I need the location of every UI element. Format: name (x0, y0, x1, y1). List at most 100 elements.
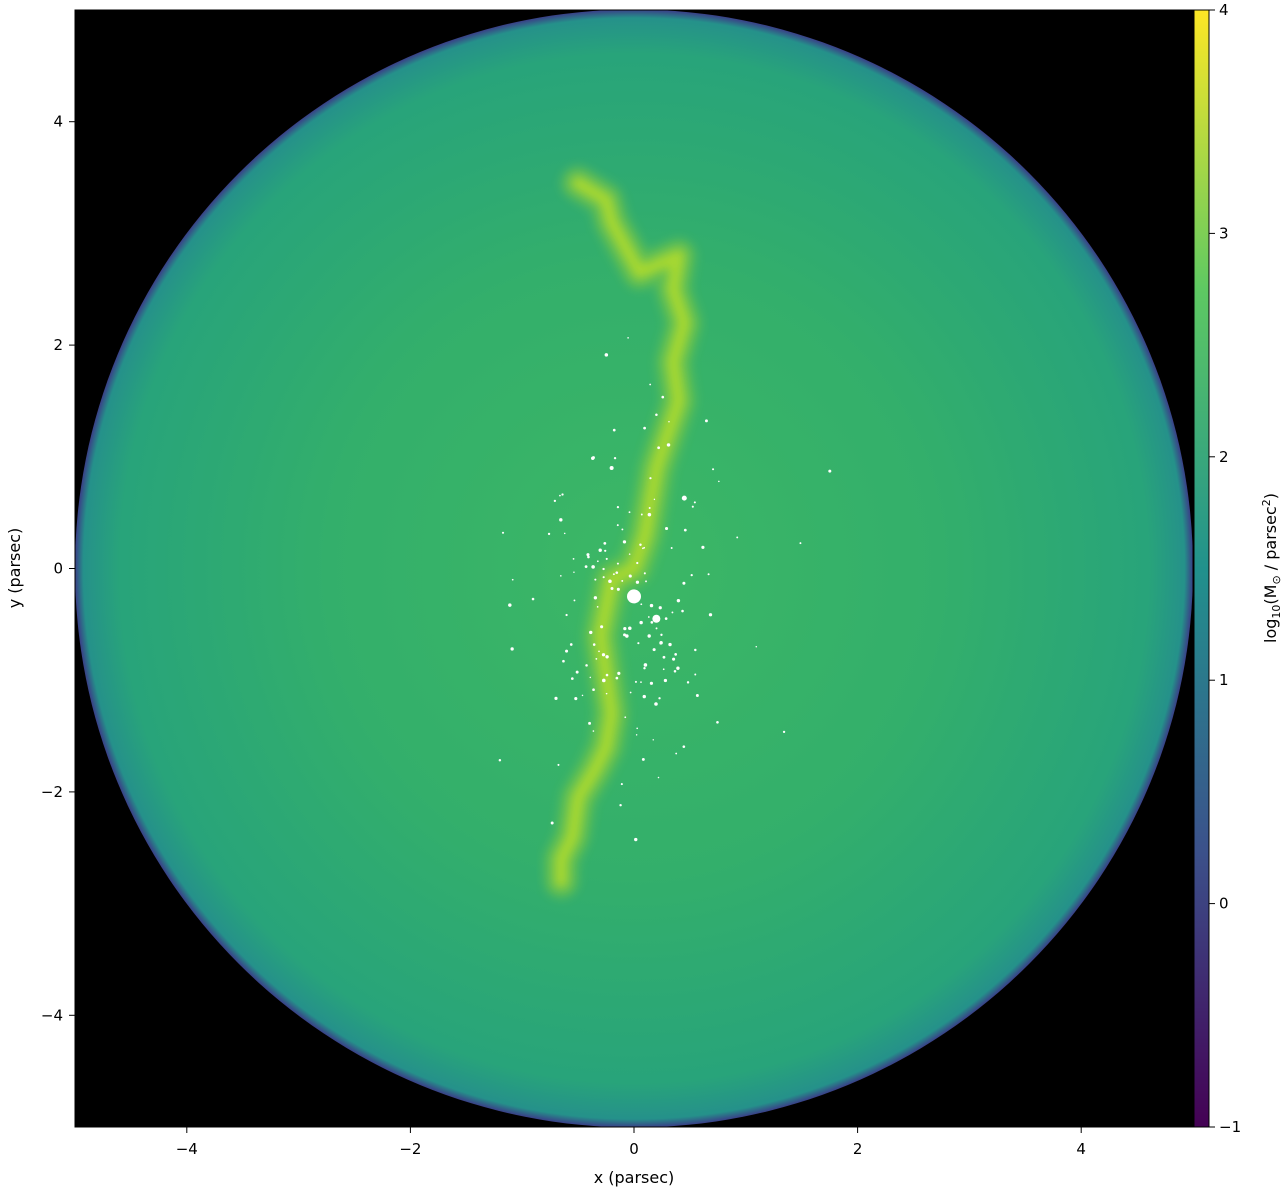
sink-particle (664, 526, 669, 531)
sink-particle (572, 558, 575, 560)
sink-particle (652, 648, 656, 652)
sink-particle (589, 676, 592, 679)
sink-particle (573, 571, 575, 573)
sink-particle (648, 507, 651, 509)
sink-particle (559, 494, 561, 497)
sink-particle (586, 553, 590, 557)
sink-particle (508, 603, 512, 607)
sink-particle (596, 560, 599, 563)
sink-particle (581, 694, 584, 697)
x-axis: −4 −2 0 2 4 (176, 1127, 1086, 1158)
sink-particle (676, 598, 681, 603)
sink-particle (668, 642, 672, 647)
sink-particle (666, 443, 671, 447)
sink-particle (592, 730, 595, 732)
sink-particle (682, 581, 686, 585)
sink-particle (601, 653, 606, 657)
sink-particle (617, 671, 621, 675)
sink-particle (647, 512, 652, 517)
sink-particle (659, 641, 663, 645)
sink-particle (672, 657, 676, 661)
sink-particle (639, 543, 642, 546)
sink-particle (799, 542, 802, 545)
sink-particle (658, 697, 661, 700)
sink-particle (605, 655, 609, 659)
sink-particle (657, 446, 661, 450)
sink-particle (616, 562, 619, 565)
sink-particle (598, 650, 600, 653)
sink-particle (782, 730, 786, 734)
sink-particle (624, 716, 627, 719)
sink-particle (649, 383, 652, 386)
sink-particle (637, 642, 640, 645)
sink-particle (596, 606, 599, 608)
sink-particle (619, 804, 622, 807)
sink-particle (605, 673, 609, 677)
x-tick-label: 0 (629, 1140, 639, 1158)
sink-particle (594, 578, 597, 581)
y-tick-label: −2 (41, 783, 63, 801)
sink-particle (623, 626, 627, 631)
sink-particle (628, 626, 632, 631)
y-tick-label: 2 (53, 336, 63, 354)
sink-particle (559, 518, 563, 522)
sink-particle (565, 613, 568, 617)
sink-particle (604, 549, 607, 552)
sink-particle (681, 495, 687, 501)
sink-particle (573, 599, 576, 602)
sink-particle (652, 739, 654, 741)
sink-particle (694, 673, 697, 676)
colorbar-tick-label: 3 (1219, 224, 1229, 242)
y-tick-label: −4 (41, 1006, 63, 1024)
sink-particle (657, 776, 660, 779)
sink-particle (681, 609, 684, 613)
sink-particle (574, 697, 578, 701)
sink-particles (498, 337, 832, 842)
sink-particle (643, 663, 648, 667)
sink-particle (634, 680, 637, 683)
sink-particle (592, 688, 595, 692)
sink-particle (640, 681, 642, 683)
sink-particle (640, 603, 643, 606)
sink-particle (705, 419, 708, 423)
sink-particle (616, 505, 620, 509)
sink-particle (658, 606, 662, 610)
colorbar-tick-label: 4 (1219, 1, 1229, 19)
x-tick-label: −2 (399, 1140, 421, 1158)
y-tick-label: 4 (53, 113, 63, 131)
sink-particle (691, 505, 694, 508)
sink-particle (615, 676, 619, 680)
sink-particle (650, 621, 654, 624)
sink-particle (635, 734, 638, 736)
sink-particle (649, 681, 654, 685)
sink-particle (620, 783, 623, 786)
sink-particle (584, 565, 588, 569)
sink-particle (553, 499, 557, 503)
sink-particle (562, 659, 565, 663)
sink-particle (673, 669, 677, 673)
sink-particle (608, 579, 612, 584)
sink-particle (609, 465, 614, 470)
sink-particle (695, 694, 699, 697)
sink-particle (531, 597, 535, 601)
sink-particle (595, 657, 598, 660)
sink-particle (640, 513, 643, 516)
sink-particle (585, 664, 588, 667)
colorbar-tick-label: 2 (1219, 448, 1229, 466)
sink-particle (661, 395, 665, 399)
sink-particle (828, 469, 832, 473)
sink-particle (655, 627, 658, 630)
sink-particle (560, 575, 562, 577)
sink-particle (598, 548, 602, 552)
sink-particle (707, 573, 710, 576)
x-axis-label: x (parsec) (594, 1168, 675, 1187)
sink-particle (670, 547, 673, 549)
sink-particle (668, 420, 670, 423)
sink-particle (602, 567, 605, 571)
colorbar (1193, 9, 1210, 1128)
sink-particle (642, 547, 644, 550)
y-axis: −4 −2 0 2 4 (41, 113, 75, 1024)
colorbar-tick-label: 0 (1219, 895, 1229, 913)
x-tick-label: 2 (853, 1140, 863, 1158)
